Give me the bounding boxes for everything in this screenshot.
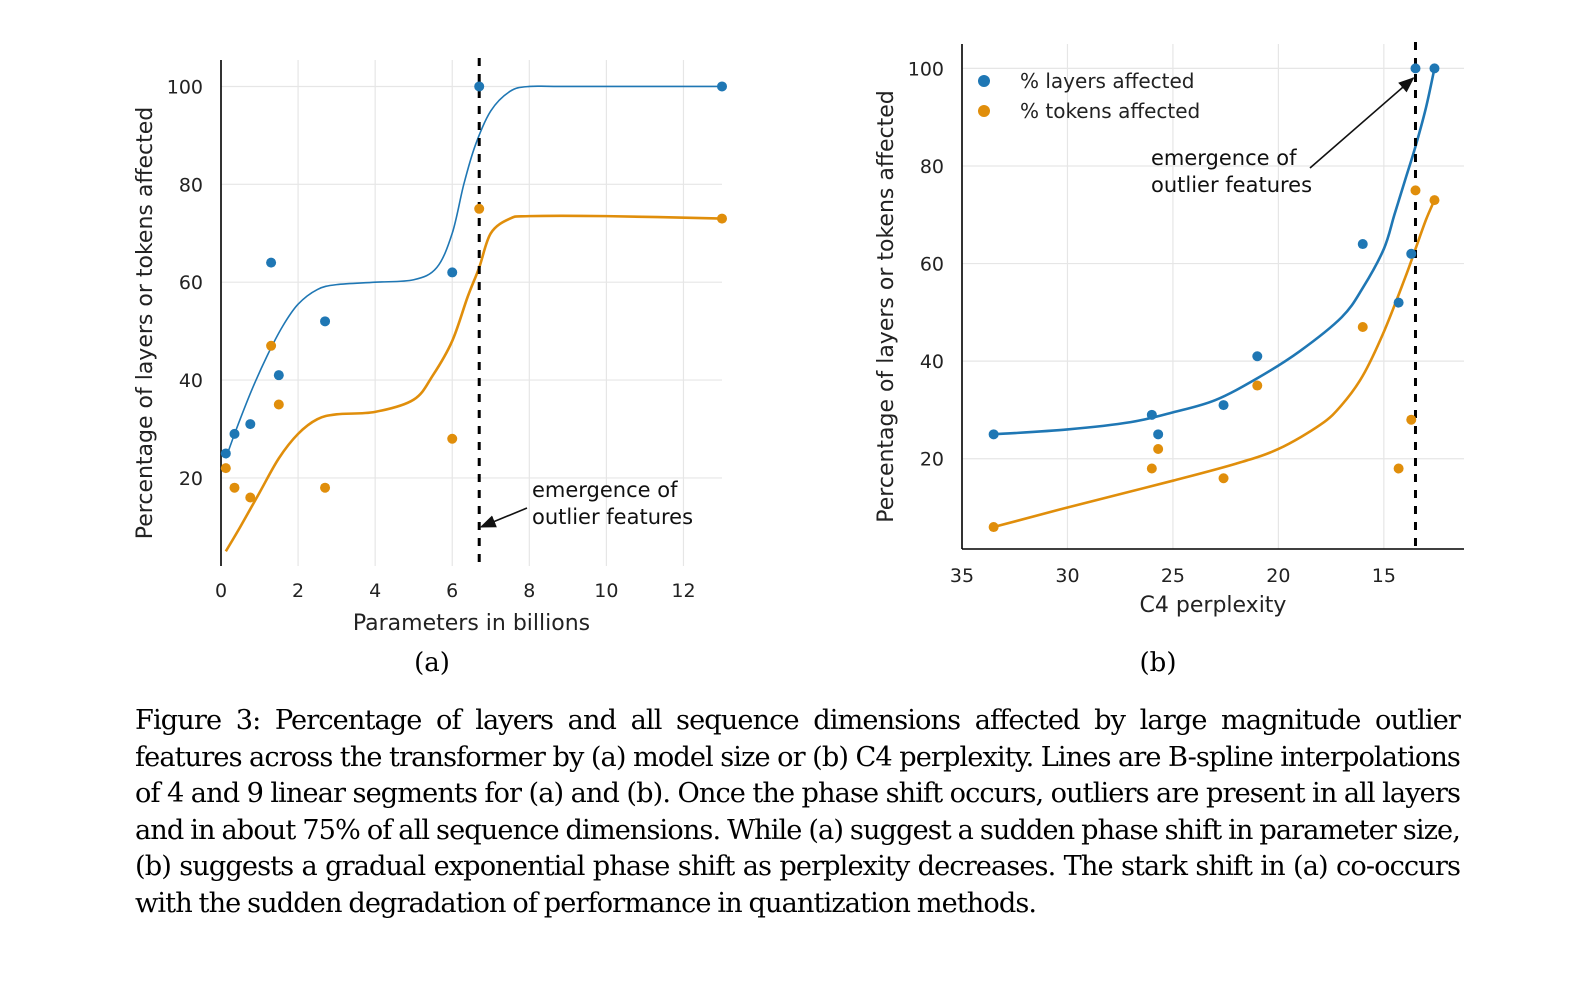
data-point-tokens xyxy=(229,482,240,493)
data-point-tokens xyxy=(220,463,231,474)
data-point-tokens xyxy=(717,213,727,224)
data-point-layers xyxy=(1410,63,1421,74)
data-point-layers xyxy=(1146,409,1157,420)
sublabel-a: (a) xyxy=(414,648,450,678)
legend-label-tokens: % tokens affected xyxy=(1020,99,1200,123)
series-curve-tokens xyxy=(993,199,1436,529)
data-point-layers xyxy=(1406,248,1417,259)
data-point-layers xyxy=(1252,351,1263,362)
y-tick-label: 20 xyxy=(920,449,944,471)
annotation-text: outlier features xyxy=(1151,173,1312,197)
x-tick-label: 35 xyxy=(950,565,974,587)
x-tick-label: 2 xyxy=(292,580,304,602)
y-axis-label: Percentage of layers or tokens affected xyxy=(133,107,158,539)
data-point-layers xyxy=(1429,63,1440,74)
data-point-tokens xyxy=(1218,473,1229,484)
data-point-tokens xyxy=(1357,321,1368,332)
data-point-tokens xyxy=(1153,443,1164,454)
data-point-tokens xyxy=(1146,463,1157,474)
y-tick-label: 80 xyxy=(920,156,944,178)
annotation-arrow xyxy=(1309,77,1415,169)
data-point-layers xyxy=(229,428,240,439)
data-point-tokens xyxy=(1252,380,1263,391)
x-tick-label: 15 xyxy=(1372,565,1396,587)
data-point-layers xyxy=(447,267,458,278)
legend-marker-tokens xyxy=(978,105,990,117)
data-point-tokens xyxy=(266,340,277,351)
y-tick-label: 40 xyxy=(920,351,944,373)
sublabel-b: (b) xyxy=(1139,648,1177,678)
data-point-layers xyxy=(474,81,485,92)
data-point-layers xyxy=(1153,429,1164,440)
data-point-layers xyxy=(1357,239,1368,250)
data-point-layers xyxy=(1393,297,1404,308)
chart-b: 35 30 25 20 15 20 40 60 80 100 C4 perplexity Percen… xyxy=(874,42,1464,618)
y-tick-label: 100 xyxy=(908,58,944,80)
y-tick-label: 60 xyxy=(920,254,944,276)
data-point-tokens xyxy=(1393,463,1404,474)
x-tick-label: 10 xyxy=(594,580,618,602)
data-point-tokens xyxy=(245,492,256,503)
series-curve-layers xyxy=(993,68,1436,436)
data-point-tokens xyxy=(273,399,284,410)
y-tick-label: 20 xyxy=(179,468,203,490)
data-point-layers xyxy=(988,429,999,440)
legend-marker-layers xyxy=(978,75,990,87)
x-tick-label: 4 xyxy=(369,580,381,602)
y-tick-label: 60 xyxy=(179,272,203,294)
annotation-text: emergence of xyxy=(1151,146,1297,170)
data-point-layers xyxy=(220,448,231,459)
annotation-text: outlier features xyxy=(532,505,693,529)
x-tick-label: 12 xyxy=(671,580,695,602)
y-tick-label: 100 xyxy=(167,76,203,98)
data-point-tokens xyxy=(320,482,331,493)
x-tick-label: 20 xyxy=(1266,565,1290,587)
x-tick-label: 30 xyxy=(1055,565,1079,587)
data-point-layers xyxy=(266,257,277,268)
data-point-layers xyxy=(273,370,284,381)
series-curve-tokens xyxy=(224,214,723,552)
x-axis-label: C4 perplexity xyxy=(1140,593,1287,618)
series-curve-layers xyxy=(225,85,722,459)
data-point-layers xyxy=(245,419,256,430)
y-axis-label: Percentage of layers or tokens affected xyxy=(874,90,899,522)
chart-a: 0 2 4 6 8 10 12 20 40 60 80 100 Parameters in billio… xyxy=(133,58,727,636)
legend-label-layers: % layers affected xyxy=(1020,69,1195,93)
x-tick-label: 6 xyxy=(446,580,458,602)
x-tick-label: 8 xyxy=(523,580,535,602)
data-point-tokens xyxy=(474,203,485,214)
data-point-layers xyxy=(717,81,727,92)
annotation-text: emergence of xyxy=(532,478,678,502)
annotation-arrow xyxy=(479,507,528,528)
data-point-tokens xyxy=(1429,195,1440,206)
data-point-layers xyxy=(320,316,331,327)
figure-caption: Figure 3: Percentage of layers and all s… xyxy=(135,705,1461,919)
x-tick-label: 25 xyxy=(1161,565,1185,587)
x-axis-label: Parameters in billions xyxy=(353,611,590,636)
data-point-tokens xyxy=(1406,414,1417,425)
data-point-layers xyxy=(1218,400,1229,411)
y-tick-label: 40 xyxy=(179,370,203,392)
y-tick-label: 80 xyxy=(179,174,203,196)
x-tick-label: 0 xyxy=(215,580,227,602)
data-point-tokens xyxy=(1410,185,1421,196)
data-point-tokens xyxy=(988,522,999,533)
data-point-tokens xyxy=(447,433,458,444)
